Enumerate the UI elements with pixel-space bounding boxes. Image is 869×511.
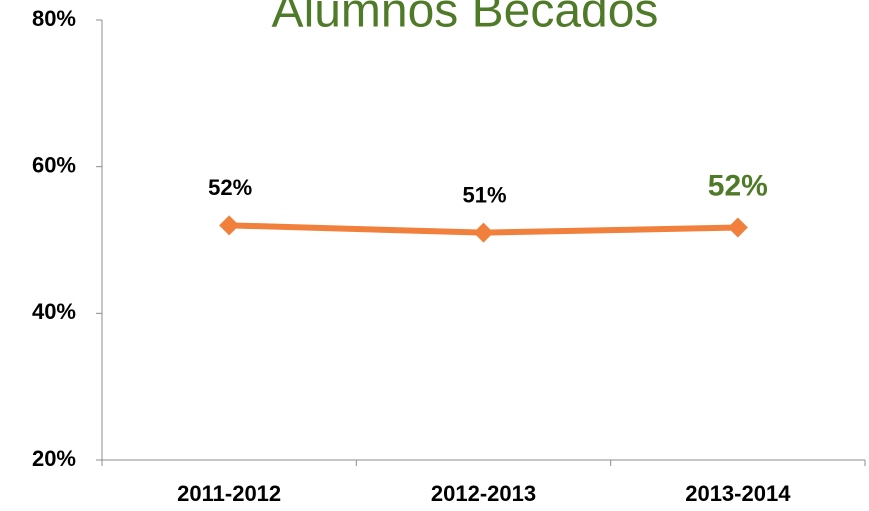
marker	[219, 215, 240, 236]
data-label: 52%	[208, 175, 252, 200]
marker	[727, 217, 748, 238]
y-tick-label: 60%	[32, 152, 76, 177]
y-tick-label: 20%	[32, 446, 76, 471]
y-tick-label: 40%	[32, 299, 76, 324]
y-tick-label: 80%	[32, 6, 76, 31]
data-label: 52%	[708, 169, 768, 202]
data-label: 51%	[462, 182, 506, 207]
x-tick-label: 2013-2014	[685, 481, 791, 506]
marker	[473, 222, 494, 243]
x-tick-label: 2011-2012	[177, 481, 281, 506]
x-tick-label: 2012-2013	[431, 481, 536, 506]
chart-title: Alumnos Becados	[272, 0, 659, 38]
